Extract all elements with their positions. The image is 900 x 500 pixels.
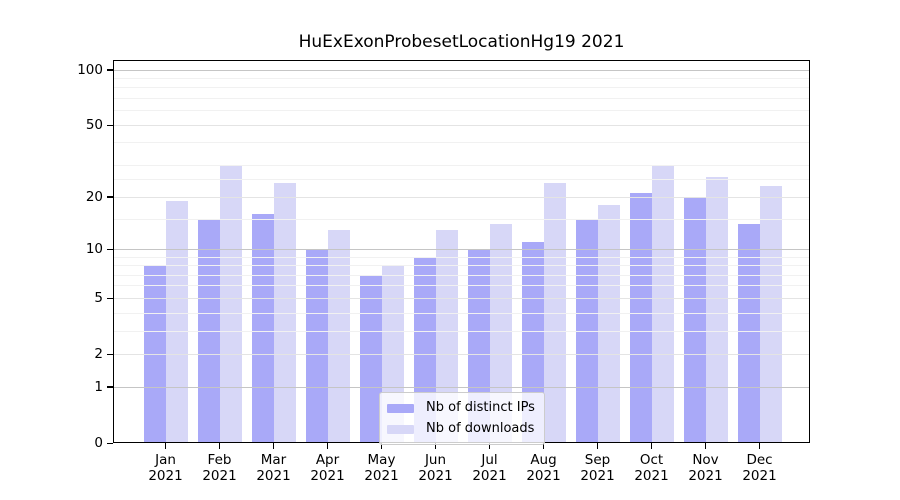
legend-label-distinct-ips: Nb of distinct IPs xyxy=(426,400,535,415)
bar-ips-nov xyxy=(683,197,706,444)
gridline-y-minor-8 xyxy=(113,265,810,267)
x-tick-label-mar: Mar 2021 xyxy=(256,451,291,485)
gridline-y-minor-9 xyxy=(113,256,810,258)
gridline-y-10 xyxy=(113,248,810,250)
legend: Nb of distinct IPs Nb of downloads xyxy=(379,392,545,445)
gridline-y-minor-15 xyxy=(113,218,810,220)
x-tick-may xyxy=(380,443,383,450)
x-tick-label-oct: Oct 2021 xyxy=(634,451,669,485)
gridline-y-1 xyxy=(113,386,810,388)
y-tick-50 xyxy=(107,124,114,127)
legend-label-downloads: Nb of downloads xyxy=(426,421,535,436)
x-tick-label-feb: Feb 2021 xyxy=(202,451,237,485)
x-tick-label-jul: Jul 2021 xyxy=(472,451,507,485)
y-tick-label-0: 0 xyxy=(94,435,103,452)
x-tick-label-dec: Dec 2021 xyxy=(742,451,777,485)
gridline-y-minor-70 xyxy=(113,98,810,99)
gridline-y-minor-6 xyxy=(113,285,810,287)
gridline-y-minor-40 xyxy=(113,142,810,144)
x-tick-label-nov: Nov 2021 xyxy=(688,451,723,485)
bar-downloads-jun xyxy=(435,229,458,444)
x-tick-apr xyxy=(326,443,329,450)
x-tick-label-aug: Aug 2021 xyxy=(526,451,561,485)
x-tick-jul xyxy=(488,443,491,450)
x-tick-dec xyxy=(758,443,761,450)
bar-ips-apr xyxy=(305,249,328,444)
x-tick-label-may: May 2021 xyxy=(364,451,399,485)
gridline-y-minor-7 xyxy=(113,274,810,276)
bar-ips-dec xyxy=(737,224,760,444)
x-tick-mar xyxy=(272,443,275,450)
y-tick-100 xyxy=(107,69,114,71)
y-tick-label-10: 10 xyxy=(85,241,103,258)
x-tick-label-jun: Jun 2021 xyxy=(418,451,453,485)
bar-downloads-dec xyxy=(759,186,782,444)
legend-swatch-distinct-ips xyxy=(387,403,414,413)
y-tick-5 xyxy=(107,297,114,300)
bar-downloads-feb xyxy=(219,165,242,444)
bar-ips-mar xyxy=(251,214,274,444)
x-tick-label-apr: Apr 2021 xyxy=(310,451,345,485)
x-tick-jan xyxy=(164,443,167,450)
y-tick-0 xyxy=(107,442,114,445)
bar-downloads-nov xyxy=(705,176,728,444)
gridline-y-minor-80 xyxy=(113,87,810,89)
bar-downloads-apr xyxy=(327,229,350,444)
chart-title: HuExExonProbesetLocationHg19 2021 xyxy=(298,32,625,52)
bar-downloads-jul xyxy=(489,224,512,444)
y-tick-10 xyxy=(107,248,114,251)
bar-downloads-jan xyxy=(165,200,188,444)
y-tick-label-1: 1 xyxy=(94,379,103,396)
bar-ips-may xyxy=(359,275,382,444)
x-tick-feb xyxy=(218,443,221,450)
gridline-y-minor-3 xyxy=(113,330,810,332)
y-tick-2 xyxy=(107,353,114,356)
bar-downloads-oct xyxy=(651,165,674,444)
gridline-y-20 xyxy=(113,196,810,198)
x-tick-label-sep: Sep 2021 xyxy=(580,451,615,485)
x-tick-sep xyxy=(596,443,599,450)
x-tick-aug xyxy=(542,443,545,450)
gridline-y-100 xyxy=(113,69,810,71)
gridline-y-minor-4 xyxy=(113,312,810,314)
x-tick-label-jan: Jan 2021 xyxy=(148,451,183,485)
bar-ips-oct xyxy=(629,193,652,444)
y-tick-label-2: 2 xyxy=(94,346,103,363)
y-tick-label-50: 50 xyxy=(85,117,103,134)
gridline-y-5 xyxy=(113,297,810,299)
x-tick-oct xyxy=(650,443,653,450)
bar-downloads-sep xyxy=(597,205,620,444)
gridline-y-minor-60 xyxy=(113,110,810,112)
y-tick-label-5: 5 xyxy=(94,290,103,307)
legend-swatch-downloads xyxy=(387,424,414,434)
legend-item: Nb of distinct IPs xyxy=(387,398,535,418)
gridline-y-minor-25 xyxy=(113,179,810,181)
gridline-y-50 xyxy=(113,124,810,126)
y-tick-label-100: 100 xyxy=(77,62,103,78)
y-tick-label-20: 20 xyxy=(85,189,103,206)
x-tick-jun xyxy=(434,443,437,450)
gridline-y-minor-90 xyxy=(113,77,810,79)
y-tick-20 xyxy=(107,196,114,198)
x-tick-nov xyxy=(704,443,707,450)
gridline-y-minor-30 xyxy=(113,165,810,167)
gridline-y-2 xyxy=(113,353,810,355)
y-tick-1 xyxy=(107,386,114,388)
legend-item: Nb of downloads xyxy=(387,419,535,439)
